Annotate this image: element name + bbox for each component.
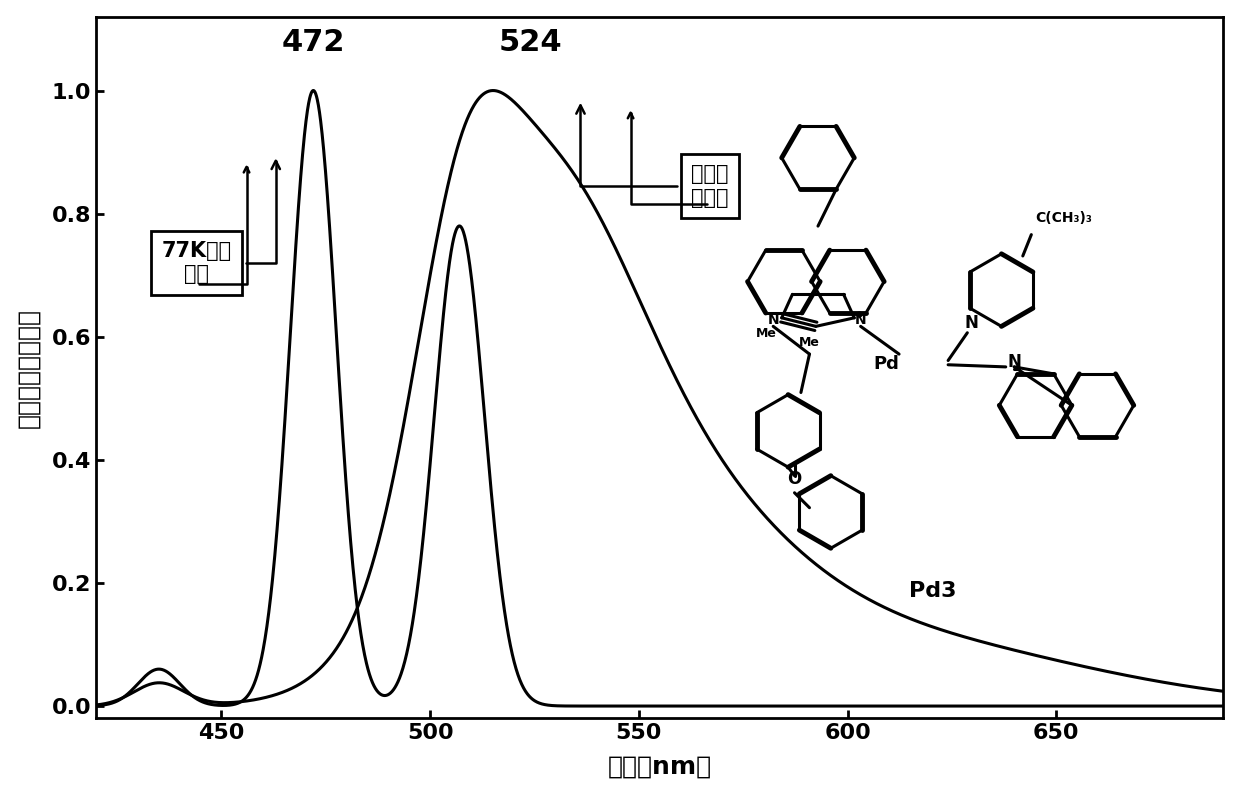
Text: 77K发射
光谱: 77K发射 光谱 xyxy=(161,161,280,285)
Text: 472: 472 xyxy=(281,28,345,56)
Text: 室温发
射光谱: 室温发 射光谱 xyxy=(577,105,729,207)
Text: 524: 524 xyxy=(498,28,562,56)
Y-axis label: 归一化的发光强度: 归一化的发光强度 xyxy=(16,308,41,428)
X-axis label: 波长（nm）: 波长（nm） xyxy=(608,754,712,778)
